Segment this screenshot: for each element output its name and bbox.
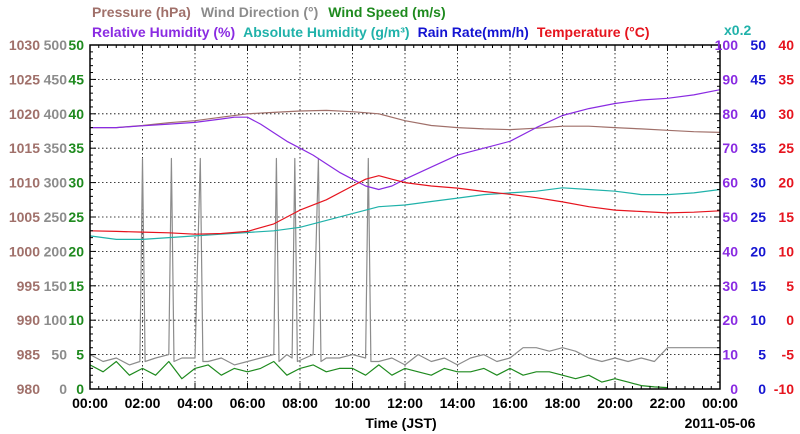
y-tick-label-humidity: 70: [722, 140, 738, 156]
y-tick-label-pressure: 1030: [9, 37, 40, 53]
y-tick-label-wind-direction: 100: [44, 312, 68, 328]
x-tick-label: 22:00: [650, 395, 686, 411]
y-tick-label-temperature: 5: [786, 278, 794, 294]
legend: Pressure (hPa) Wind Direction (°) Wind Spe…: [92, 4, 751, 40]
y-tick-label-humidity: 40: [722, 243, 738, 259]
y-tick-label-humidity: 50: [722, 209, 738, 225]
y-tick-label-wind-direction: 450: [44, 71, 68, 87]
y-tick-label-humidity: 60: [722, 175, 738, 191]
scale-multiplier-label: x0.2: [724, 22, 751, 38]
x-tick-label: 12:00: [387, 395, 423, 411]
y-tick-label-pressure: 980: [17, 381, 41, 397]
y-tick-label-wind-direction: 300: [44, 175, 68, 191]
y-tick-label-humidity: 90: [722, 71, 738, 87]
y-tick-label-pressure: 1000: [9, 243, 40, 259]
y-tick-label-pressure: 1015: [9, 140, 40, 156]
y-tick-label-rain-rate: 20: [750, 243, 766, 259]
y-tick-label-wind-speed: 0: [76, 381, 84, 397]
y-tick-label-wind-speed: 45: [68, 71, 84, 87]
y-tick-label-wind-speed: 15: [68, 278, 84, 294]
x-tick-label: 16:00: [492, 395, 528, 411]
x-tick-label: 00:00: [72, 395, 108, 411]
y-tick-label-wind-direction: 150: [44, 278, 68, 294]
y-tick-label-rain-rate: 30: [750, 175, 766, 191]
y-tick-label-humidity: 10: [722, 347, 738, 363]
y-tick-label-pressure: 995: [17, 278, 41, 294]
y-tick-label-wind-speed: 50: [68, 37, 84, 53]
x-tick-label: 10:00: [335, 395, 371, 411]
x-tick-label: 06:00: [230, 395, 266, 411]
y-tick-label-wind-speed: 10: [68, 312, 84, 328]
y-tick-label-rain-rate: 25: [750, 209, 766, 225]
y-tick-label-humidity: 30: [722, 278, 738, 294]
y-tick-label-wind-speed: 30: [68, 175, 84, 191]
y-tick-label-pressure: 985: [17, 347, 41, 363]
x-tick-label: 00:00: [702, 395, 738, 411]
y-tick-label-pressure: 1005: [9, 209, 40, 225]
y-tick-label-temperature: 35: [778, 71, 794, 87]
y-tick-label-wind-direction: 500: [44, 37, 68, 53]
legend-entry: Rain Rate(mm/h): [418, 24, 529, 40]
y-tick-label-wind-direction: 400: [44, 106, 68, 122]
y-tick-label-rain-rate: 45: [750, 71, 766, 87]
y-tick-label-humidity: 100: [715, 37, 739, 53]
axis-ticks: 00:00 02:00 04:00 06:00 08:00 10:00 12:00 14:00…: [9, 37, 794, 431]
y-tick-label-temperature: 0: [786, 312, 794, 328]
y-tick-label-wind-speed: 40: [68, 106, 84, 122]
y-tick-label-wind-speed: 20: [68, 243, 84, 259]
y-tick-label-humidity: 20: [722, 312, 738, 328]
y-tick-label-wind-speed: 25: [68, 209, 84, 225]
y-tick-label-rain-rate: 0: [758, 381, 766, 397]
y-tick-label-rain-rate: 5: [758, 347, 766, 363]
y-tick-label-humidity: 0: [730, 381, 738, 397]
x-tick-label: 18:00: [545, 395, 581, 411]
y-tick-label-temperature: 20: [778, 175, 794, 191]
series-line-absolute-humidity-g-m: [89, 187, 721, 240]
y-tick-label-pressure: 1025: [9, 71, 40, 87]
y-tick-label-temperature: 30: [778, 106, 794, 122]
y-tick-label-wind-direction: 200: [44, 243, 68, 259]
y-tick-label-wind-speed: 35: [68, 140, 84, 156]
y-tick-label-rain-rate: 10: [750, 312, 766, 328]
y-tick-label-temperature: 15: [778, 209, 794, 225]
y-tick-label-wind-direction: 250: [44, 209, 68, 225]
legend-entry: Temperature (°C): [537, 24, 650, 40]
legend-entry: Absolute Humidity (g/m³): [243, 24, 409, 40]
y-tick-label-wind-direction: 0: [59, 381, 67, 397]
y-tick-label-wind-direction: 350: [44, 140, 68, 156]
series-lines: [89, 89, 721, 389]
y-tick-label-rain-rate: 15: [750, 278, 766, 294]
legend-entry: Relative Humidity (%): [92, 24, 235, 40]
y-tick-label-rain-rate: 35: [750, 140, 766, 156]
y-tick-label-temperature: 10: [778, 243, 794, 259]
y-tick-label-pressure: 990: [17, 312, 41, 328]
y-tick-label-humidity: 80: [722, 106, 738, 122]
series-line-temperature-c: [89, 175, 721, 235]
x-axis-label: Time (JST): [365, 415, 436, 431]
legend-entry: Pressure (hPa): [92, 4, 191, 20]
y-tick-label-temperature: 40: [778, 37, 794, 53]
y-tick-label-wind-speed: 5: [76, 347, 84, 363]
legend-entry: Wind Speed (m/s): [328, 4, 445, 20]
x-tick-label: 20:00: [597, 395, 633, 411]
legend-entry: Wind Direction (°): [201, 4, 318, 20]
series-line-wind-speed-m-s: [89, 360, 668, 389]
y-tick-label-temperature: -10: [774, 381, 794, 397]
y-tick-label-rain-rate: 50: [750, 37, 766, 53]
series-line-wind-direction: [89, 157, 720, 366]
x-tick-label: 02:00: [125, 395, 161, 411]
y-tick-label-pressure: 1010: [9, 175, 40, 191]
x-tick-label: 04:00: [177, 395, 213, 411]
date-label: 2011-05-06: [685, 415, 756, 431]
y-tick-label-pressure: 1020: [9, 106, 40, 122]
x-tick-label: 08:00: [282, 395, 318, 411]
y-tick-label-temperature: 25: [778, 140, 794, 156]
series-line-pressure-hpa: [90, 109, 721, 133]
y-tick-label-temperature: -5: [782, 347, 795, 363]
y-tick-label-wind-direction: 50: [51, 347, 67, 363]
x-tick-label: 14:00: [440, 395, 476, 411]
y-tick-label-rain-rate: 40: [750, 106, 766, 122]
